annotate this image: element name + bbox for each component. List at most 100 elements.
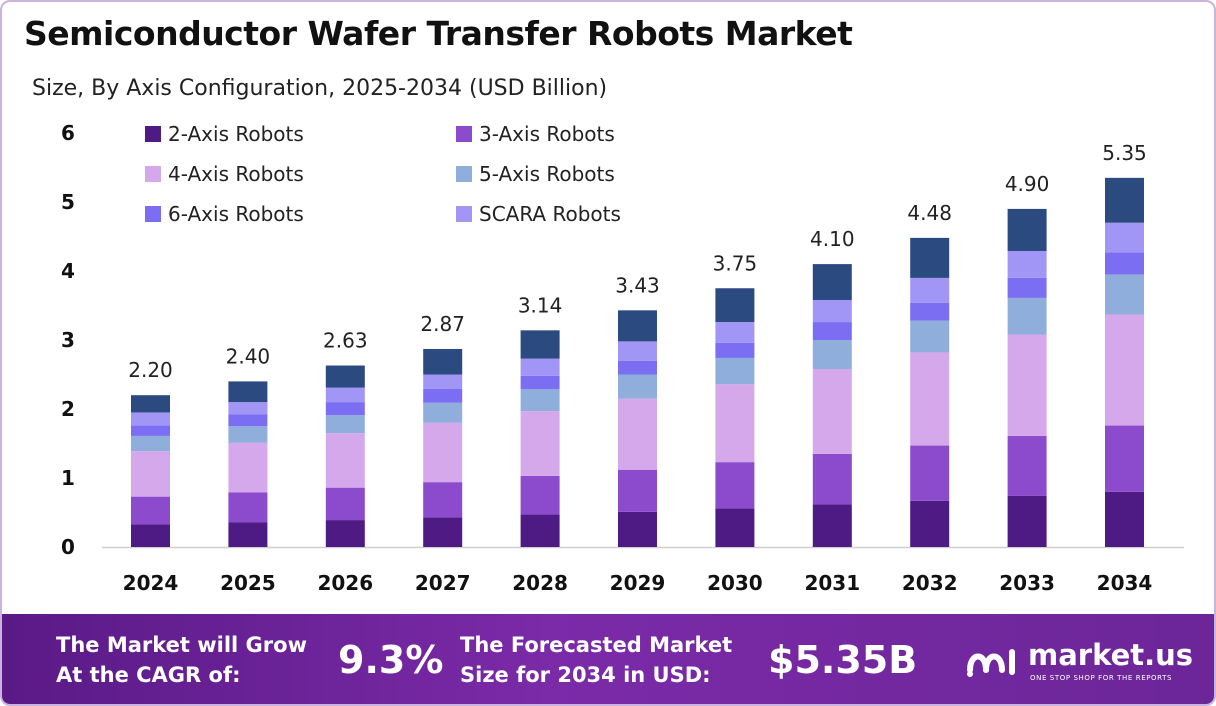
bar-segment <box>423 388 463 403</box>
bar-segment <box>131 451 170 497</box>
bar-segment <box>715 288 755 323</box>
bar-segment <box>1105 491 1144 547</box>
bar-stack-2032 <box>910 237 950 547</box>
bar-segment <box>910 237 950 278</box>
cagr-label: The Market will Grow At the CAGR of: <box>56 630 307 690</box>
bar-segment <box>715 462 755 509</box>
bar-segment <box>423 517 463 547</box>
bar-segment <box>618 360 657 375</box>
forecast-value: $5.35B <box>768 638 918 682</box>
total-data-label: 3.14 <box>518 293 563 317</box>
bar-stack-2029 <box>618 310 657 547</box>
bar-segment <box>715 357 755 385</box>
bar-segment <box>618 341 657 361</box>
bar-segment <box>812 340 852 369</box>
bar-segment <box>228 426 268 443</box>
bar-segment <box>618 310 657 342</box>
total-data-label: 2.63 <box>323 329 368 353</box>
bar-segment <box>715 384 755 463</box>
bar-segment <box>228 402 268 415</box>
bar-segment <box>423 348 463 375</box>
bar-segment <box>910 445 950 501</box>
bar-segment <box>1007 334 1047 436</box>
chart-subtitle: Size, By Axis Configuration, 2025-2034 (… <box>32 76 608 101</box>
bar-segment <box>715 322 755 343</box>
bar-segment <box>1105 314 1144 426</box>
footer-banner: The Market will Grow At the CAGR of: 9.3… <box>2 614 1214 704</box>
forecast-label-line1: The Forecasted Market <box>460 633 733 657</box>
total-data-label: 4.10 <box>810 227 855 251</box>
bar-segment <box>325 387 365 403</box>
bar-segment <box>715 342 755 358</box>
bar-segment <box>618 398 657 470</box>
bar-segment <box>812 322 852 340</box>
bar-segment <box>910 352 950 446</box>
legend-label: 3-Axis Robots <box>479 122 615 146</box>
x-tick-label: 2034 <box>1097 571 1153 595</box>
bar-segment <box>325 487 365 521</box>
legend-label: 2-Axis Robots <box>168 122 304 146</box>
bar-segment <box>1105 177 1144 223</box>
stacked-bar-chart: 0 1 2 3 4 5 6 2.20 2024 2.40 2025 2.63 2026 2.87 2027 3… <box>61 121 1184 595</box>
bar-segment <box>325 402 365 416</box>
bar-segment <box>812 299 852 323</box>
bar-segment <box>131 435 170 452</box>
bar-segment <box>228 522 268 547</box>
bar-segment <box>228 414 268 427</box>
total-data-label: 3.75 <box>713 251 758 275</box>
total-data-label: 2.87 <box>420 312 465 336</box>
bar-segment <box>1105 252 1144 275</box>
bar-segment <box>520 358 560 376</box>
bar-segment <box>131 524 170 547</box>
bar-segment <box>228 442 268 493</box>
total-data-label: 4.90 <box>1005 172 1050 196</box>
bar-segment <box>131 412 170 426</box>
brand-name: market.us <box>1028 638 1194 672</box>
bar-segment <box>1007 208 1047 251</box>
bar-segment <box>228 381 268 403</box>
legend-label: SCARA Robots <box>479 202 621 226</box>
bar-segment <box>131 496 170 525</box>
bar-segment <box>715 508 755 547</box>
legend-swatch <box>145 206 161 222</box>
total-data-label: 2.40 <box>226 344 271 368</box>
bar-segment <box>910 320 950 353</box>
market-us-logo-icon <box>967 649 1015 677</box>
bar-segment <box>812 504 852 547</box>
bar-segment <box>131 425 170 436</box>
cagr-label-line2: At the CAGR of: <box>56 663 241 687</box>
y-tick-label: 4 <box>61 259 75 283</box>
brand-tagline: ONE STOP SHOP FOR THE REPORTS <box>1030 674 1173 682</box>
x-tick-label: 2029 <box>610 571 666 595</box>
bar-stack-2034 <box>1105 177 1144 547</box>
legend-label: 6-Axis Robots <box>168 202 304 226</box>
legend-label: 5-Axis Robots <box>479 162 615 186</box>
total-data-label: 3.43 <box>615 273 660 297</box>
bar-segment <box>520 411 560 476</box>
bar-segment <box>520 514 560 547</box>
bar-segment <box>1105 425 1144 492</box>
bar-segment <box>520 330 560 359</box>
x-tick-label: 2025 <box>220 571 276 595</box>
y-tick-label: 1 <box>61 466 75 490</box>
x-tick-label: 2032 <box>902 571 958 595</box>
bar-segment <box>131 395 170 413</box>
bar-stack-2030 <box>715 288 755 547</box>
brand-logo[interactable]: market.us ONE STOP SHOP FOR THE REPORTS <box>964 638 1194 688</box>
bar-segment <box>1007 435 1047 496</box>
bar-segment <box>520 375 560 389</box>
x-tick-label: 2024 <box>123 571 179 595</box>
bar-segment <box>1007 250 1047 278</box>
bar-segment <box>423 422 463 483</box>
bar-segment <box>423 482 463 518</box>
bar-segment <box>812 368 852 454</box>
bar-stack-2028 <box>520 330 560 547</box>
bar-segment <box>228 492 268 523</box>
bar-segment <box>423 402 463 423</box>
y-tick-label: 0 <box>61 535 75 559</box>
x-tick-label: 2026 <box>317 571 373 595</box>
bar-segment <box>812 264 852 300</box>
bar-segment <box>618 511 657 547</box>
total-data-label: 4.48 <box>907 201 952 225</box>
